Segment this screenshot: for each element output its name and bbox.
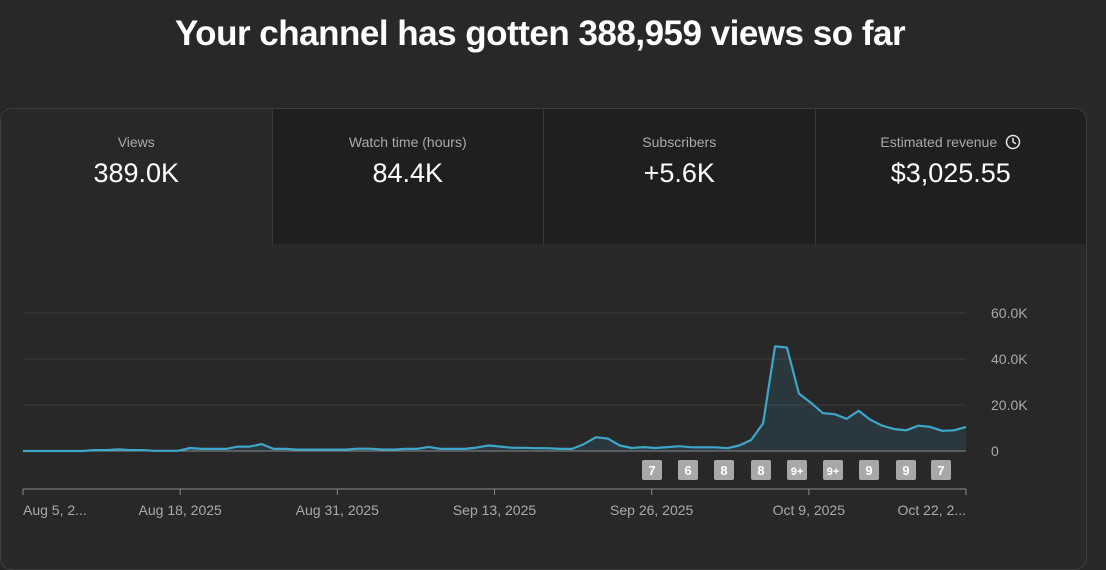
metric-value: 389.0K [93, 158, 180, 188]
metric-tabs: Views 389.0K Watch time (hours) 84.4K Su… [1, 109, 1086, 244]
metric-tab-watch-time[interactable]: Watch time (hours) 84.4K [271, 109, 543, 244]
metric-label: Watch time (hours) [348, 134, 467, 150]
metric-value: $3,025.55 [890, 158, 1011, 188]
metric-value: 84.4K [372, 158, 444, 188]
metric-label: Subscribers [642, 134, 717, 150]
clock-icon[interactable] [1005, 134, 1021, 150]
metric-tab-subscribers[interactable]: Subscribers +5.6K [543, 109, 815, 244]
metric-label: Views [117, 134, 155, 150]
page-headline: Your channel has gotten 388,959 views so… [174, 14, 906, 53]
metric-value: +5.6K [643, 158, 715, 188]
metric-tab-revenue[interactable]: Estimated revenue $3,025.55 [814, 109, 1086, 244]
metric-label: Estimated revenue [880, 134, 998, 150]
metric-tab-views[interactable]: Views 389.0K [1, 109, 272, 244]
analytics-card: Views 389.0K Watch time (hours) 84.4K Su… [0, 108, 1087, 570]
